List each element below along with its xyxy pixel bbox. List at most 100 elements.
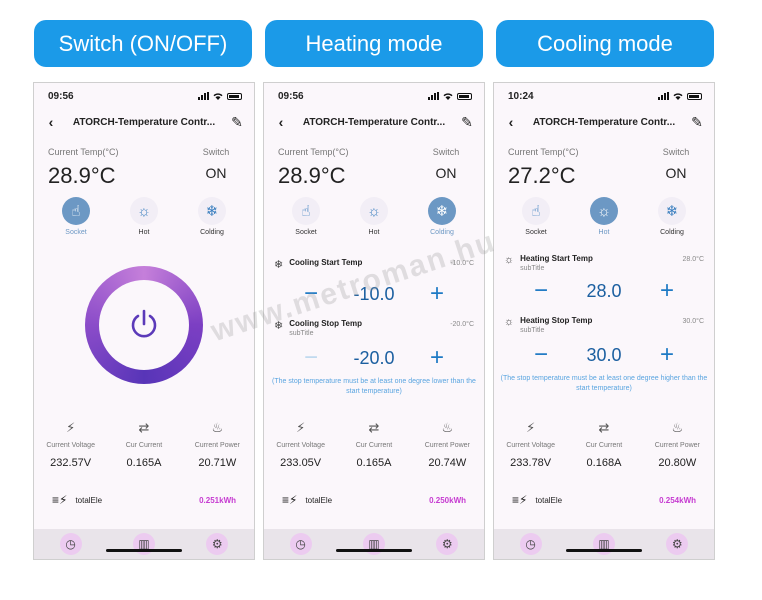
mode-colding[interactable]: ❄ Colding [642, 197, 702, 236]
switch-label: Switch [662, 147, 690, 157]
total-label: totalEle [535, 495, 563, 505]
clock-icon[interactable]: ◷ [59, 533, 82, 555]
current-label: Cur Current [585, 442, 623, 449]
switch-value: ON [665, 165, 687, 181]
gear-icon[interactable]: ⚙ [436, 533, 459, 555]
switch-toggle[interactable]: Switch ON [654, 147, 698, 189]
total-energy-row: ≡⚡ totalEle 0.254kWh [494, 493, 714, 507]
gear-icon[interactable]: ⚙ [666, 533, 689, 555]
current-label: Cur Current [355, 442, 393, 449]
current-temp-value: 27.2°C [508, 163, 576, 188]
edit-icon[interactable]: ✎ [231, 113, 243, 130]
home-indicator [106, 549, 182, 552]
switch-toggle[interactable]: Switch ON [194, 147, 238, 189]
snowflake-icon: ❄ [274, 259, 284, 271]
mode-hot[interactable]: ☼ Hot [344, 197, 404, 236]
total-energy-row: ≡⚡ totalEle 0.250kWh [264, 493, 484, 507]
increase-button[interactable]: + [659, 341, 674, 368]
home-indicator [566, 549, 642, 552]
mode-socket[interactable]: ☝ Socket [46, 197, 106, 236]
hand-pointer-icon: ☝ [292, 197, 320, 225]
subtitle: subTitle [520, 327, 545, 334]
edit-icon[interactable]: ✎ [691, 113, 703, 130]
decrease-button[interactable]: − [303, 280, 318, 307]
voltage-label: Current Voltage [506, 442, 555, 449]
back-icon[interactable]: ‹ [278, 114, 284, 130]
voltage-value: 232.57V [50, 457, 92, 469]
snowflake-icon: ❄ [428, 197, 456, 225]
edit-icon[interactable]: ✎ [461, 113, 473, 130]
power-icon [131, 309, 157, 338]
mode-hot[interactable]: ☼ Hot [114, 197, 174, 236]
wifi-icon [443, 93, 453, 100]
status-time: 09:56 [48, 90, 74, 102]
lightning-icon: ⚡ [526, 420, 536, 435]
shuffle-icon: ⇄ [138, 420, 150, 435]
tab-bar: ◷ ▥ ⚙ [494, 529, 714, 559]
signal-icon [658, 92, 669, 100]
mode-colding[interactable]: ❄ Colding [412, 197, 472, 236]
increase-button[interactable]: + [429, 280, 444, 307]
mode-name: Colding [430, 229, 454, 236]
back-icon[interactable]: ‹ [508, 114, 514, 130]
stop-temp-value: -20.0°C [450, 321, 474, 328]
start-temp-value: -10.0°C [450, 260, 474, 267]
mode-socket[interactable]: ☝ Socket [506, 197, 566, 236]
switch-value: ON [435, 165, 457, 181]
stop-temp-stepper: − 30.0 + [494, 338, 714, 372]
total-label: totalEle [305, 495, 333, 505]
start-temp-stepper: − -10.0 + [264, 277, 484, 311]
voltage-value: 233.78V [510, 457, 552, 469]
shuffle-icon: ⇄ [368, 420, 380, 435]
subtitle: subTitle [289, 330, 314, 337]
clock-icon[interactable]: ◷ [289, 533, 312, 555]
switch-toggle[interactable]: Switch ON [424, 147, 468, 189]
increase-button[interactable]: + [659, 277, 674, 304]
mode-name: Colding [660, 229, 684, 236]
page-title: ATORCH-Temperature Contr... [302, 116, 446, 128]
current-temp-label: Current Temp(°C) [508, 147, 579, 157]
energy-icon: ≡⚡ [512, 493, 528, 507]
switch-value: ON [205, 165, 227, 181]
stop-temp-value: 30.0°C [682, 318, 704, 325]
warning-text: (The stop temperature must be at least o… [500, 375, 708, 392]
start-temp-display: -10.0 [353, 283, 395, 304]
increase-button[interactable]: + [429, 344, 444, 371]
mode-colding[interactable]: ❄ Colding [182, 197, 242, 236]
stop-temp-label: Heating Stop Temp [520, 316, 593, 325]
tab-bar: ◷ ▥ ⚙ [264, 529, 484, 559]
power-ring[interactable] [85, 266, 203, 384]
shuffle-icon: ⇄ [598, 420, 610, 435]
phone-screen-cooling: 10:24 ‹ ATORCH-Temperature Contr... ✎ Cu… [493, 82, 715, 560]
wifi-icon [673, 93, 683, 100]
mode-name: Hot [138, 229, 150, 236]
decrease-button[interactable]: − [533, 277, 548, 304]
mode-name: Hot [368, 229, 380, 236]
total-energy-row: ≡⚡ totalEle 0.251kWh [34, 493, 254, 507]
snowflake-icon: ❄ [198, 197, 226, 225]
mode-hot[interactable]: ☼ Hot [574, 197, 634, 236]
flame-icon: ♨ [671, 420, 684, 435]
mode-socket[interactable]: ☝ Socket [276, 197, 336, 236]
power-label: Current Power [194, 442, 240, 449]
sun-icon: ☼ [360, 197, 388, 225]
stop-temp-stepper: − -20.0 + [264, 341, 484, 375]
title-bar: ‹ ATORCH-Temperature Contr... ✎ [34, 109, 254, 135]
flame-icon: ♨ [441, 420, 454, 435]
decrease-button[interactable]: − [533, 341, 548, 368]
current-value: 0.165A [356, 457, 392, 469]
back-icon[interactable]: ‹ [48, 114, 54, 130]
decrease-button[interactable]: − [303, 344, 318, 371]
gear-icon[interactable]: ⚙ [206, 533, 229, 555]
sun-icon: ☼ [504, 254, 515, 266]
current-value: 0.168A [586, 457, 622, 469]
mode-selector: ☝ Socket ☼ Hot ❄ Colding [264, 189, 484, 236]
voltage-label: Current Voltage [276, 442, 325, 449]
status-time: 09:56 [278, 90, 304, 102]
energy-icon: ≡⚡ [52, 493, 68, 507]
metrics-row: ⚡ Current Voltage 233.78V ⇄ Cur Current 0.16… [494, 420, 714, 469]
hand-pointer-icon: ☝ [522, 197, 550, 225]
stop-temp-display: -20.0 [353, 347, 395, 368]
clock-icon[interactable]: ◷ [519, 533, 542, 555]
mode-name: Socket [295, 229, 317, 236]
